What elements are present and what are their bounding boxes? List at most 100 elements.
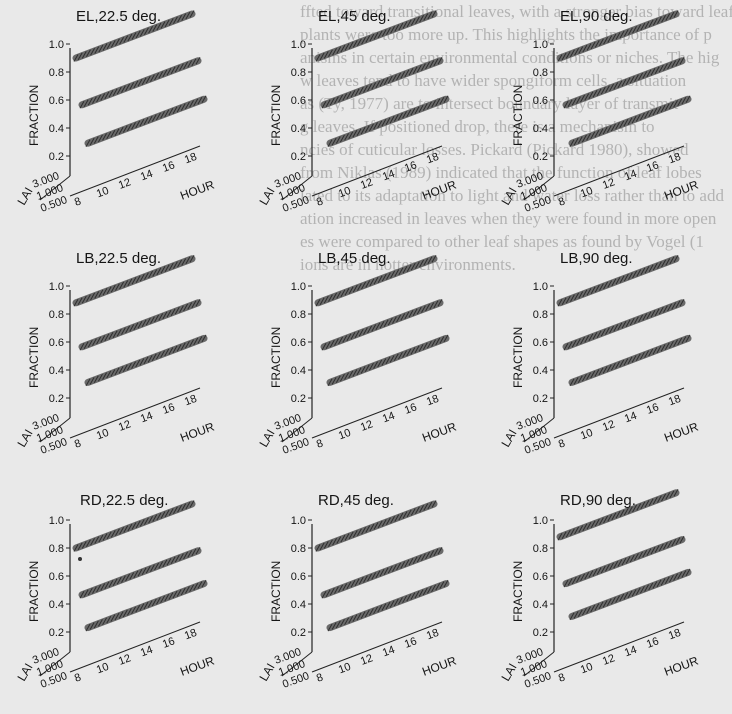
band-hatch <box>610 362 616 371</box>
surface-plot-svg: 1.00.80.60.40.2FRACTION81012141618HOUR3.… <box>14 255 217 457</box>
band-hatch <box>578 291 584 299</box>
band-hatch <box>443 334 449 343</box>
band-hatch <box>431 339 437 347</box>
band-hatch <box>557 533 563 541</box>
band-hatch <box>172 506 178 515</box>
band-hatch <box>160 350 166 358</box>
band-hatch <box>385 117 391 125</box>
band-hatch <box>425 303 431 312</box>
band-hatch <box>119 281 125 290</box>
band-hatch <box>125 573 131 582</box>
band-hatch <box>652 496 658 505</box>
band-hatch <box>406 19 412 28</box>
band-hatch <box>373 522 379 530</box>
band-hatch <box>126 123 132 132</box>
band-hatch <box>181 258 187 266</box>
band-hatch <box>373 277 379 285</box>
band-hatch <box>383 77 389 85</box>
band-hatch <box>166 310 172 318</box>
band-hatch <box>381 119 387 127</box>
band-hatch <box>315 54 321 62</box>
x-axis-line <box>69 387 201 439</box>
band-hatch <box>358 576 364 585</box>
band-hatch <box>367 83 373 92</box>
band-hatch <box>344 288 350 296</box>
band-hatch <box>381 29 387 37</box>
x-axis-label: HOUR <box>420 177 458 202</box>
band-hatch <box>110 40 116 48</box>
band-hatch <box>160 595 166 604</box>
band-hatch <box>149 316 155 324</box>
band-hatch <box>333 96 339 104</box>
band-hatch <box>402 111 408 119</box>
band-hatch <box>106 131 112 140</box>
band-hatch <box>350 90 356 98</box>
band-hatch <box>410 592 416 600</box>
band-hatch <box>350 580 356 588</box>
band-hatch <box>91 586 97 594</box>
band-hatch <box>397 597 403 605</box>
band-hatch <box>127 33 133 42</box>
band-hatch <box>644 266 650 274</box>
band-hatch <box>183 61 189 70</box>
band-hatch <box>97 373 103 382</box>
band-hatch <box>85 294 91 302</box>
band-hatch <box>177 14 183 23</box>
band-hatch <box>400 71 406 79</box>
band-hatch <box>598 128 604 136</box>
band-hatch <box>652 581 658 589</box>
band-hatch <box>567 99 573 107</box>
x-tick-label: 18 <box>667 627 683 642</box>
band-hatch <box>129 82 135 90</box>
band-hatch <box>439 336 445 344</box>
band-hatch <box>439 97 445 105</box>
z-axis-line <box>281 175 313 201</box>
band-hatch <box>137 569 143 577</box>
x-tick-label: 14 <box>381 644 397 659</box>
band-hatch <box>185 256 191 265</box>
band-hatch <box>114 283 120 291</box>
band-hatch <box>129 572 135 580</box>
background-text-line: lated to its adaptation to light and wat… <box>300 186 724 205</box>
band-hatch <box>122 609 128 618</box>
x-tick-label: 16 <box>403 159 419 174</box>
band-hatch <box>621 79 627 87</box>
band-hatch <box>106 531 112 540</box>
band-hatch <box>135 275 141 283</box>
band-hatch <box>189 339 195 347</box>
band-hatch <box>671 60 677 68</box>
band-hatch <box>669 11 675 20</box>
y-tick-label: 1.0 <box>291 515 306 527</box>
band-hatch <box>143 356 149 365</box>
band-hatch <box>429 550 435 558</box>
band-hatch <box>331 377 337 385</box>
y-tick-label: 1.0 <box>533 281 548 293</box>
x-tick-label: 14 <box>381 168 397 183</box>
band-hatch <box>644 21 650 29</box>
band-hatch <box>390 270 396 279</box>
band-hatch <box>629 317 635 326</box>
panel-title: EL,90 deg. <box>560 8 633 25</box>
band-hatch <box>126 608 132 616</box>
band-hatch <box>133 322 139 331</box>
band-hatch <box>652 108 658 116</box>
band-hatch <box>638 72 644 81</box>
band-hatch <box>147 600 153 608</box>
band-hatch <box>135 120 141 129</box>
band-hatch <box>435 582 441 591</box>
band-hatch <box>344 43 350 51</box>
band-hatch <box>375 322 381 331</box>
band-hatch <box>613 324 619 332</box>
band-hatch <box>340 44 346 53</box>
band-hatch <box>638 551 644 560</box>
band-hatch <box>125 83 131 92</box>
y-tick-label: 0.2 <box>291 627 306 639</box>
band-hatch <box>93 136 99 144</box>
band-hatch <box>119 526 125 535</box>
y-tick-label: 0.6 <box>291 337 306 349</box>
band-hatch <box>408 558 414 566</box>
band-hatch <box>581 373 587 382</box>
band-hatch <box>652 18 658 26</box>
band-hatch <box>611 512 617 521</box>
band-hatch <box>661 259 667 268</box>
